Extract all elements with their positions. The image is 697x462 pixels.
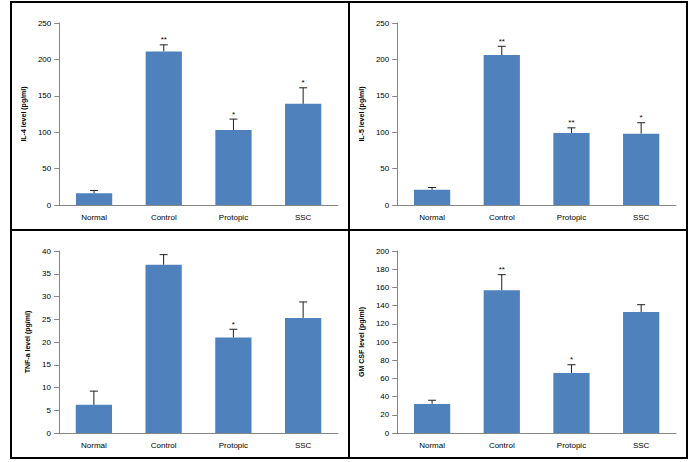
svg-text:Protopic: Protopic [557,441,586,450]
svg-text:Protopic: Protopic [219,213,248,222]
svg-text:40: 40 [42,247,51,256]
svg-text:200: 200 [376,55,390,64]
svg-text:50: 50 [42,164,51,173]
svg-text:150: 150 [376,91,390,100]
svg-text:**: ** [568,118,574,127]
svg-text:100: 100 [376,128,390,137]
svg-text:**: ** [161,245,167,254]
svg-text:TNF-a level (pg/ml): TNF-a level (pg/ml) [24,311,32,374]
svg-text:**: ** [499,37,505,46]
svg-text:200: 200 [38,55,52,64]
svg-text:35: 35 [42,269,51,278]
svg-text:15: 15 [42,360,51,369]
svg-text:*: * [302,78,305,87]
svg-text:Control: Control [489,213,515,222]
svg-text:Normal: Normal [419,213,445,222]
svg-text:5: 5 [47,406,52,415]
svg-text:250: 250 [376,19,390,28]
svg-text:SSC: SSC [295,213,312,222]
svg-text:0: 0 [47,429,52,438]
svg-text:*: * [640,113,643,122]
svg-text:0: 0 [385,429,390,438]
svg-text:250: 250 [38,19,52,28]
svg-text:100: 100 [376,338,390,347]
svg-text:140: 140 [376,301,390,310]
svg-text:Control: Control [151,441,177,450]
svg-text:SSC: SSC [633,441,650,450]
svg-text:60: 60 [380,374,389,383]
svg-text:120: 120 [376,319,390,328]
svg-text:20: 20 [42,338,51,347]
svg-text:*: * [570,355,573,364]
svg-text:*: * [232,110,235,119]
svg-text:180: 180 [376,265,390,274]
svg-text:150: 150 [38,91,52,100]
svg-text:GM CSF level (pg/ml): GM CSF level (pg/ml) [358,307,366,377]
svg-text:**: ** [499,265,505,274]
svg-text:40: 40 [380,392,389,401]
svg-text:IL-4 level (pg/ml): IL-4 level (pg/ml) [20,86,28,141]
svg-text:100: 100 [38,128,52,137]
svg-text:Control: Control [151,213,177,222]
svg-text:Normal: Normal [81,213,107,222]
svg-text:IL-5 level (pg/ml): IL-5 level (pg/ml) [358,86,366,141]
svg-text:20: 20 [380,410,389,419]
svg-text:SSC: SSC [295,441,312,450]
svg-text:0: 0 [385,201,390,210]
svg-text:160: 160 [376,283,390,292]
svg-text:0: 0 [47,201,52,210]
svg-text:Protopic: Protopic [557,213,586,222]
svg-text:80: 80 [380,356,389,365]
svg-text:*: * [232,320,235,329]
svg-text:25: 25 [42,315,51,324]
svg-text:30: 30 [42,292,51,301]
svg-text:Normal: Normal [81,441,107,450]
svg-text:10: 10 [42,383,51,392]
svg-text:Protopic: Protopic [219,441,248,450]
svg-text:**: ** [161,35,167,44]
svg-text:200: 200 [376,247,390,256]
svg-text:SSC: SSC [633,213,650,222]
svg-text:Control: Control [489,441,515,450]
svg-text:50: 50 [380,164,389,173]
svg-text:Normal: Normal [419,441,445,450]
